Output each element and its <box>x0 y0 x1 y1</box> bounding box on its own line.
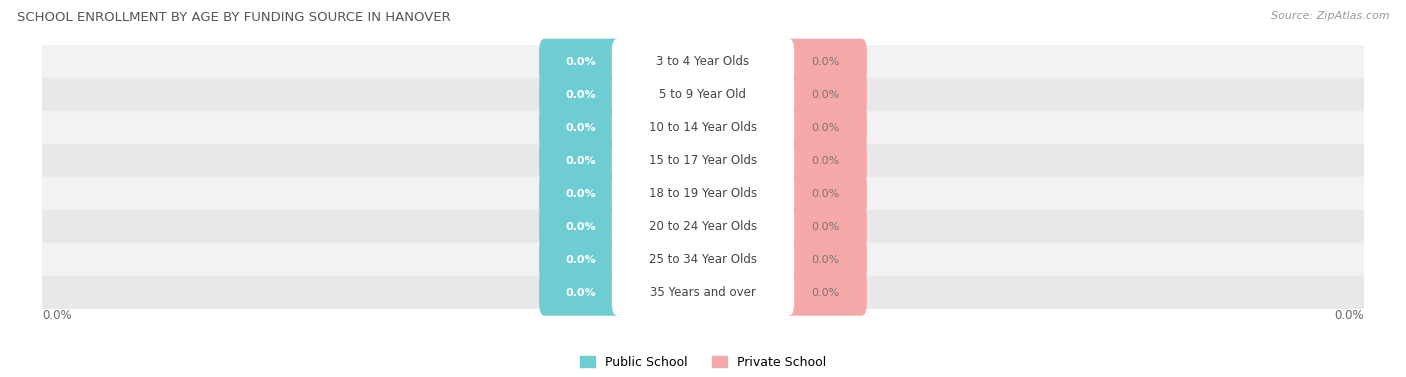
FancyBboxPatch shape <box>538 39 623 85</box>
Text: 15 to 17 Year Olds: 15 to 17 Year Olds <box>650 154 756 167</box>
Bar <box>42 243 1364 276</box>
Text: 0.0%: 0.0% <box>1334 309 1364 322</box>
Text: 0.0%: 0.0% <box>811 90 839 100</box>
FancyBboxPatch shape <box>538 105 623 151</box>
FancyBboxPatch shape <box>538 138 623 184</box>
Bar <box>42 210 1364 243</box>
Text: 0.0%: 0.0% <box>565 57 596 67</box>
Text: 0.0%: 0.0% <box>565 222 596 232</box>
Bar <box>42 45 1364 78</box>
Legend: Public School, Private School: Public School, Private School <box>579 356 827 369</box>
Text: 0.0%: 0.0% <box>565 254 596 265</box>
FancyBboxPatch shape <box>783 72 868 118</box>
Text: 20 to 24 Year Olds: 20 to 24 Year Olds <box>650 220 756 233</box>
Text: 0.0%: 0.0% <box>565 90 596 100</box>
FancyBboxPatch shape <box>612 237 794 283</box>
FancyBboxPatch shape <box>783 170 868 217</box>
Bar <box>42 111 1364 144</box>
FancyBboxPatch shape <box>538 204 623 250</box>
Text: 18 to 19 Year Olds: 18 to 19 Year Olds <box>650 187 756 200</box>
Text: 0.0%: 0.0% <box>565 156 596 166</box>
Bar <box>42 144 1364 177</box>
Text: 0.0%: 0.0% <box>811 254 839 265</box>
Text: 0.0%: 0.0% <box>811 188 839 199</box>
Text: SCHOOL ENROLLMENT BY AGE BY FUNDING SOURCE IN HANOVER: SCHOOL ENROLLMENT BY AGE BY FUNDING SOUR… <box>17 11 450 24</box>
FancyBboxPatch shape <box>783 39 868 85</box>
Bar <box>42 276 1364 309</box>
Text: 35 Years and over: 35 Years and over <box>650 286 756 299</box>
FancyBboxPatch shape <box>783 138 868 184</box>
Text: 0.0%: 0.0% <box>811 123 839 133</box>
Text: 3 to 4 Year Olds: 3 to 4 Year Olds <box>657 55 749 68</box>
FancyBboxPatch shape <box>783 204 868 250</box>
FancyBboxPatch shape <box>538 237 623 283</box>
FancyBboxPatch shape <box>612 204 794 250</box>
FancyBboxPatch shape <box>612 39 794 85</box>
Text: 0.0%: 0.0% <box>565 288 596 298</box>
Text: 10 to 14 Year Olds: 10 to 14 Year Olds <box>650 121 756 134</box>
Text: 5 to 9 Year Old: 5 to 9 Year Old <box>659 88 747 101</box>
FancyBboxPatch shape <box>783 105 868 151</box>
Bar <box>42 177 1364 210</box>
Text: 0.0%: 0.0% <box>811 156 839 166</box>
FancyBboxPatch shape <box>538 72 623 118</box>
FancyBboxPatch shape <box>538 170 623 217</box>
Bar <box>42 78 1364 111</box>
Text: 0.0%: 0.0% <box>811 222 839 232</box>
FancyBboxPatch shape <box>783 237 868 283</box>
Text: 25 to 34 Year Olds: 25 to 34 Year Olds <box>650 253 756 266</box>
FancyBboxPatch shape <box>612 72 794 118</box>
FancyBboxPatch shape <box>612 270 794 316</box>
FancyBboxPatch shape <box>612 105 794 151</box>
FancyBboxPatch shape <box>612 170 794 217</box>
Text: 0.0%: 0.0% <box>565 123 596 133</box>
Text: 0.0%: 0.0% <box>565 188 596 199</box>
FancyBboxPatch shape <box>538 270 623 316</box>
Text: 0.0%: 0.0% <box>42 309 72 322</box>
Text: 0.0%: 0.0% <box>811 288 839 298</box>
Text: Source: ZipAtlas.com: Source: ZipAtlas.com <box>1271 11 1389 21</box>
FancyBboxPatch shape <box>612 138 794 184</box>
FancyBboxPatch shape <box>783 270 868 316</box>
Text: 0.0%: 0.0% <box>811 57 839 67</box>
